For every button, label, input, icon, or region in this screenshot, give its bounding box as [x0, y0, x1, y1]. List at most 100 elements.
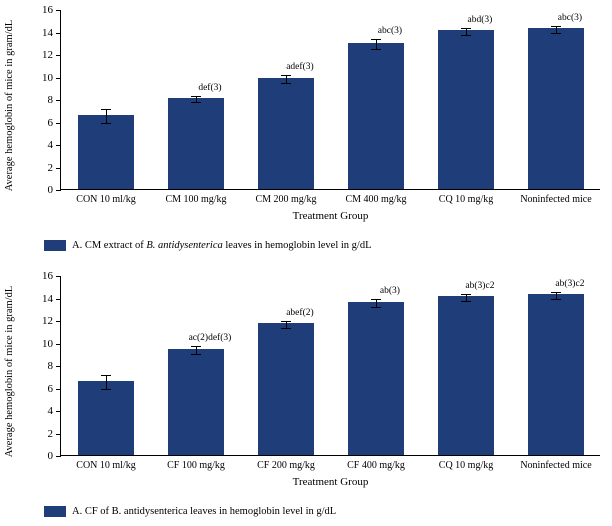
ytick-label: 10 [42, 338, 53, 350]
bar [78, 381, 134, 455]
error-cap [281, 75, 291, 76]
figure-root: 0 2 4 6 8 10 12 14 16 CON 10 ml/kg def(3) CM 100 mg… [0, 0, 612, 526]
legend: A. CF of B. antidysenterica leaves in he… [44, 506, 336, 517]
bar [438, 296, 494, 455]
error-cap [371, 39, 381, 40]
x-axis-label: Treatment Group [293, 476, 369, 488]
ytick-mark [56, 321, 61, 322]
ytick-label: 16 [42, 270, 53, 282]
bar [258, 78, 314, 189]
bar [78, 115, 134, 189]
error-cap [461, 301, 471, 302]
ytick-label: 2 [48, 162, 54, 174]
bar [528, 294, 584, 455]
error-cap [281, 83, 291, 84]
ytick-label: 8 [48, 360, 54, 372]
ytick-mark [56, 366, 61, 367]
error-bar [196, 346, 197, 354]
bar-annotation: ab(3) [380, 286, 400, 296]
bar [348, 302, 404, 455]
ytick-label: 6 [48, 383, 54, 395]
error-cap [371, 49, 381, 50]
error-cap [551, 299, 561, 300]
error-cap [551, 26, 561, 27]
ytick-label: 6 [48, 117, 54, 129]
xtick-label: CM 200 mg/kg [255, 194, 316, 205]
ytick-mark [56, 344, 61, 345]
chart-area: 0246810121416CON 10 ml/kgac(2)def(3)CF 1… [60, 276, 600, 456]
xtick-label: CM 400 mg/kg [345, 194, 406, 205]
error-cap [101, 375, 111, 376]
xtick-label: Noninfected mice [520, 194, 591, 205]
bar-annotation: def(3) [198, 83, 221, 93]
chart-area: 0246810121416CON 10 ml/kgdef(3)CM 100 mg… [60, 10, 600, 190]
xtick-label: CON 10 ml/kg [76, 194, 135, 205]
ytick-label: 14 [42, 27, 53, 39]
ytick-mark [56, 123, 61, 124]
ytick-mark [56, 190, 61, 191]
ytick-mark [56, 10, 61, 11]
legend-text: A. CF of B. antidysenterica leaves in he… [72, 506, 336, 517]
error-bar [286, 321, 287, 328]
bar [528, 28, 584, 189]
error-bar [556, 26, 557, 33]
error-bar [556, 292, 557, 299]
bar [348, 43, 404, 189]
ytick-label: 14 [42, 293, 53, 305]
bar [438, 30, 494, 189]
error-cap [101, 109, 111, 110]
error-cap [281, 321, 291, 322]
xtick-label: CF 100 mg/kg [167, 460, 225, 471]
xtick-label: CF 400 mg/kg [347, 460, 405, 471]
error-cap [191, 354, 201, 355]
ytick-label: 4 [48, 405, 54, 417]
error-cap [101, 123, 111, 124]
error-bar [286, 75, 287, 83]
xtick-label: CQ 10 mg/kg [439, 194, 493, 205]
ytick-mark [56, 411, 61, 412]
ytick-mark [56, 389, 61, 390]
error-bar [376, 39, 377, 49]
xtick-label: CF 200 mg/kg [257, 460, 315, 471]
ytick-label: 0 [48, 450, 54, 462]
ytick-label: 8 [48, 94, 54, 106]
ytick-mark [56, 33, 61, 34]
ytick-label: 12 [42, 315, 53, 327]
ytick-mark [56, 145, 61, 146]
ytick-label: 12 [42, 49, 53, 61]
ytick-mark [56, 168, 61, 169]
bar [168, 98, 224, 189]
legend-swatch [44, 240, 66, 251]
bar [258, 323, 314, 455]
error-cap [191, 346, 201, 347]
ytick-mark [56, 299, 61, 300]
x-axis-label: Treatment Group [293, 210, 369, 222]
error-cap [551, 33, 561, 34]
bar-annotation: ab(3)c2 [555, 279, 584, 289]
bar-annotation: abc(3) [378, 26, 402, 36]
legend: A. CM extract of B. antidysenterica leav… [44, 240, 371, 251]
error-cap [281, 328, 291, 329]
ytick-label: 16 [42, 4, 53, 16]
bar-annotation: ab(3)c2 [465, 281, 494, 291]
ytick-label: 10 [42, 72, 53, 84]
ytick-label: 2 [48, 428, 54, 440]
error-cap [371, 307, 381, 308]
error-cap [101, 389, 111, 390]
bar-annotation: abd(3) [468, 15, 493, 25]
ytick-mark [56, 456, 61, 457]
error-cap [191, 102, 201, 103]
bar-annotation: abc(3) [558, 13, 582, 23]
error-cap [461, 35, 471, 36]
xtick-label: CM 100 mg/kg [165, 194, 226, 205]
xtick-label: Noninfected mice [520, 460, 591, 471]
error-bar [196, 96, 197, 103]
error-cap [551, 292, 561, 293]
error-bar [376, 299, 377, 307]
error-cap [191, 96, 201, 97]
bar [168, 349, 224, 455]
ytick-mark [56, 434, 61, 435]
bar-annotation: ac(2)def(3) [189, 333, 232, 343]
error-cap [461, 28, 471, 29]
bar-annotation: abef(2) [286, 308, 313, 318]
